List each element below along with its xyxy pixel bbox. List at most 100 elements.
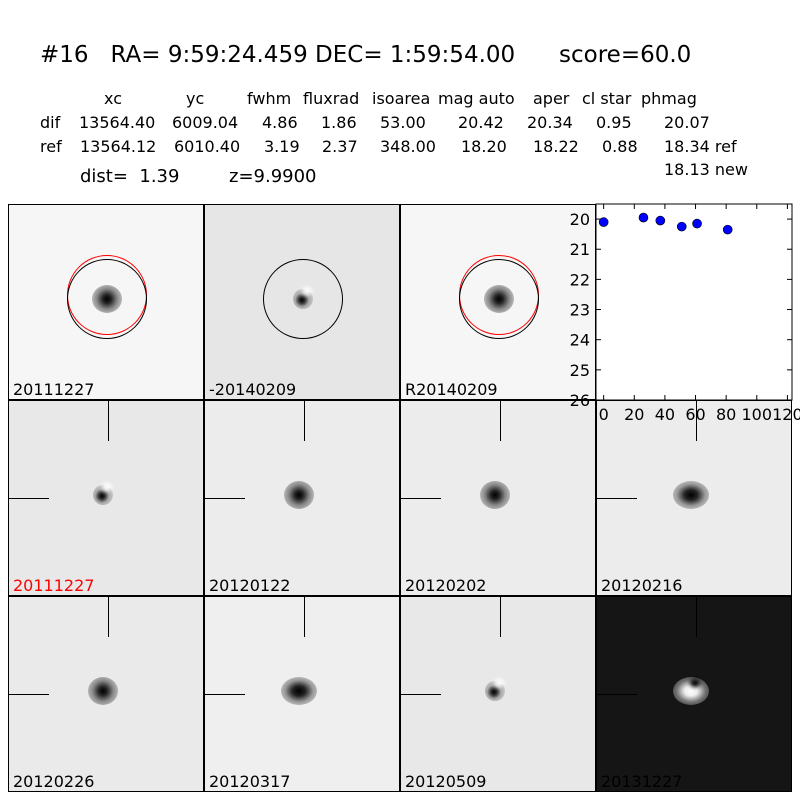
dipole-highlight: [690, 679, 700, 687]
stamp-date-label: R20140209: [405, 380, 498, 399]
x-tick-label: 100: [742, 405, 773, 424]
stamp-date-label: 20120216: [601, 576, 683, 595]
column-header: yc: [186, 89, 205, 108]
table-cell: 0.95: [596, 113, 632, 132]
image-stamp: 20131227: [596, 596, 792, 792]
crosshair-vertical: [500, 597, 501, 637]
table-cell: 18.34 ref: [664, 137, 737, 156]
stamp-date-label: 20111227: [13, 576, 95, 595]
stamp-date-label: 20120122: [209, 576, 291, 595]
table-cell: 20.42: [458, 113, 504, 132]
star-source: [284, 481, 314, 509]
data-point: [692, 218, 702, 229]
phmag-new: 18.13 new: [664, 160, 748, 179]
stamp-date-label: 20120317: [209, 772, 291, 791]
y-tick-label: 23: [570, 301, 590, 320]
table-cell: 2.37: [322, 137, 358, 156]
y-tick-label: 25: [570, 361, 590, 380]
y-tick-label: 21: [570, 240, 590, 259]
stamp-date-label: 20111227: [13, 380, 95, 399]
table-cell: 13564.12: [80, 137, 157, 156]
crosshair-vertical: [304, 597, 305, 637]
crosshair-horizontal: [205, 498, 245, 499]
column-header: phmag: [641, 89, 697, 108]
dipole-highlight: [102, 483, 112, 491]
crosshair-vertical: [108, 597, 109, 637]
crosshair-horizontal: [401, 694, 441, 695]
star-source: [281, 677, 317, 705]
y-tick-label: 24: [570, 331, 590, 350]
crosshair-vertical: [696, 597, 697, 637]
table-cell: 6009.04: [172, 113, 239, 132]
candidate-title: #16 RA= 9:59:24.459 DEC= 1:59:54.00 scor…: [40, 42, 692, 68]
y-tick-label: 22: [570, 270, 590, 289]
image-stamp: 20111227: [8, 204, 204, 400]
crosshair-horizontal: [9, 694, 49, 695]
column-header: isoarea: [372, 89, 431, 108]
x-tick-label: 0: [599, 405, 609, 424]
star-source: [480, 481, 510, 509]
plot-frame: [595, 203, 793, 401]
stamp-date-label: 20120509: [405, 772, 487, 791]
dist-value: dist= 1.39: [80, 166, 180, 187]
image-stamp: -20140209: [204, 204, 400, 400]
column-header: xc: [104, 89, 122, 108]
table-cell: 18.22: [533, 137, 579, 156]
black-aperture-circle: [459, 259, 539, 339]
table-cell: 6010.40: [174, 137, 241, 156]
star-source: [88, 677, 118, 705]
image-stamp: 20120509: [400, 596, 596, 792]
row-label: ref: [40, 137, 62, 156]
crosshair-horizontal: [597, 498, 637, 499]
crosshair-vertical: [108, 401, 109, 441]
column-header: mag auto: [438, 89, 515, 108]
table-cell: 0.88: [602, 137, 638, 156]
table-cell: 1.86: [321, 113, 357, 132]
y-tick-label: 20: [570, 210, 590, 229]
table-cell: 4.86: [262, 113, 298, 132]
black-aperture-circle: [263, 259, 343, 339]
column-header: fluxrad: [303, 89, 360, 108]
column-header: cl star: [582, 89, 632, 108]
table-cell: 20.07: [664, 113, 710, 132]
data-point: [655, 215, 666, 226]
table-cell: 348.00: [380, 137, 436, 156]
table-cell: 20.34: [527, 113, 573, 132]
image-stamp: 20111227: [8, 400, 204, 596]
table-cell: 13564.40: [79, 113, 156, 132]
x-tick-label: 20: [624, 405, 644, 424]
image-stamp: 20120122: [204, 400, 400, 596]
crosshair-vertical: [500, 401, 501, 441]
crosshair-horizontal: [401, 498, 441, 499]
stamp-date-label: 20120226: [13, 772, 95, 791]
table-cell: 3.19: [264, 137, 300, 156]
data-point: [598, 217, 609, 227]
stamp-date-label: 20131227: [601, 772, 683, 791]
row-label: dif: [40, 113, 61, 132]
table-cell: 18.20: [461, 137, 507, 156]
magnitude-plot: 20 21 22 23 24 25 26 0 20 40 60 80 100 120: [570, 203, 800, 424]
column-header: fwhm: [247, 89, 292, 108]
image-stamp: 20120317: [204, 596, 400, 792]
y-tick-label: 26: [570, 391, 590, 410]
black-aperture-circle: [67, 259, 147, 339]
image-stamp: 20120226: [8, 596, 204, 792]
x-tick-label: 80: [716, 405, 736, 424]
crosshair-vertical: [696, 401, 697, 441]
x-tick-label: 120: [772, 405, 800, 424]
x-tick-label: 40: [655, 405, 675, 424]
column-header: aper: [533, 89, 570, 108]
star-source: [673, 481, 709, 509]
x-tick-label: 60: [685, 405, 705, 424]
image-stamp: 20120202: [400, 400, 596, 596]
stamp-date-label: 20120202: [405, 576, 487, 595]
data-point: [638, 212, 649, 223]
crosshair-horizontal: [205, 694, 245, 695]
dipole-highlight: [494, 679, 504, 687]
data-point: [676, 221, 687, 232]
image-stamp: R20140209: [400, 204, 596, 400]
data-point: [722, 224, 733, 235]
z-value: z=9.9900: [229, 166, 317, 187]
table-cell: 53.00: [380, 113, 426, 132]
image-stamp: 20120216: [596, 400, 792, 596]
